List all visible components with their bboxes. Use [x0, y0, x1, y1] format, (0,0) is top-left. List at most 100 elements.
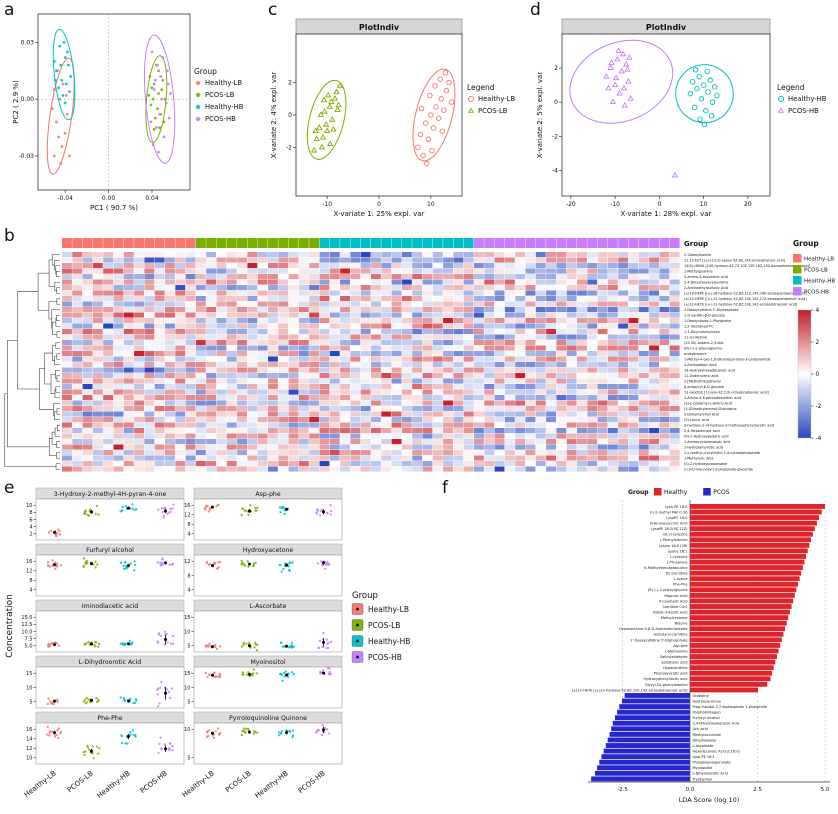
- svg-text:PCOS-HB: PCOS-HB: [139, 769, 169, 795]
- svg-text:L-Threonine: L-Threonine: [667, 560, 687, 564]
- svg-text:2-Hydroxymyristic acid: 2-Hydroxymyristic acid: [684, 446, 723, 450]
- svg-text:2.5: 2.5: [753, 787, 762, 793]
- svg-text:Prop-Inositol-3,7-diphosphate: Prop-Inositol-3,7-diphosphate 1-phosphat…: [693, 705, 768, 709]
- svg-text:PCOS-HB: PCOS-HB: [368, 653, 402, 662]
- svg-text:PC2 ( 2.9 %): PC2 ( 2.9 %): [12, 80, 20, 124]
- svg-text:Healthy-LB: Healthy-LB: [205, 79, 242, 87]
- svg-text:12: 12: [26, 569, 32, 575]
- svg-text:0: 0: [816, 372, 820, 378]
- svg-text:2-Deoxycytidine 5'-Diphosphate: 2-Deoxycytidine 5'-Diphosphate: [684, 308, 738, 312]
- svg-text:L-Dihydroorotic Acid: L-Dihydroorotic Acid: [693, 772, 728, 776]
- svg-text:L-Phenylalanine: L-Phenylalanine: [660, 538, 688, 542]
- svg-text:2-Aminoethylsulfonic Acid: 2-Aminoethylsulfonic Acid: [684, 286, 728, 290]
- series-Healthy-HB: [52, 40, 72, 105]
- panel-c-plotindiv-lb: PlotIndiv -10 0 10 -2 0 2 X-variate 1: 25% expl…: [270, 18, 515, 218]
- svg-text:0.04: 0.04: [145, 195, 159, 202]
- svg-text:4: 4: [816, 308, 820, 314]
- svg-text:5.0: 5.0: [25, 644, 33, 650]
- svg-text:(±)12-HETE [(±)-12-hydroxy-5Z,: (±)12-HETE [(±)-12-hydroxy-5Z,8Z,10E,14Z…: [684, 303, 798, 307]
- svg-text:8: 8: [187, 573, 190, 579]
- svg-text:2-(α-D-mannosyl)-3-phosphate g: 2-(α-D-mannosyl)-3-phosphate glyceride: [684, 468, 753, 472]
- svg-text:Lysine 18:1: Lysine 18:1: [668, 549, 688, 553]
- svg-text:-0.03: -0.03: [18, 153, 34, 160]
- svg-text:PCOS-HB: PCOS-HB: [297, 769, 327, 795]
- svg-text:Myoinositol: Myoinositol: [693, 766, 713, 770]
- svg-text:5: 5: [29, 700, 32, 706]
- svg-text:Sorbitunic acid: Sorbitunic acid: [661, 661, 687, 665]
- svg-text:Hydroxyacetone: Hydroxyacetone: [693, 699, 722, 703]
- svg-text:Hypoxanthine: Hypoxanthine: [663, 666, 687, 670]
- svg-text:0: 0: [377, 201, 381, 208]
- panel-b-heatmap: Group 2'-Deoxyinosine 11,12-EET [(±)11(12)…: [4, 238, 835, 472]
- svg-text:10: 10: [427, 201, 435, 208]
- svg-text:-2: -2: [552, 133, 558, 140]
- svg-text:10: 10: [26, 503, 32, 509]
- svg-text:-4: -4: [552, 167, 558, 174]
- svg-text:Phe-Phe: Phe-Phe: [97, 715, 122, 722]
- svg-text:Methylcysteine: Methylcysteine: [661, 616, 688, 620]
- svg-text:Phosphoenolpyruvate: Phosphoenolpyruvate: [693, 761, 731, 765]
- svg-text:10: 10: [700, 201, 708, 208]
- svg-text:0: 0: [554, 99, 558, 106]
- svg-text:Hydroxyacetone: Hydroxyacetone: [243, 547, 294, 554]
- svg-text:X-variate 2: 4% expl. var: X-variate 2: 4% expl. var: [270, 72, 278, 159]
- svg-text:L-Lysine: L-Lysine: [673, 577, 687, 581]
- svg-text:Group: Group: [194, 67, 217, 76]
- svg-text:8: 8: [29, 578, 32, 584]
- svg-text:Lyso-PE 18:0: Lyso-PE 18:0: [665, 505, 687, 509]
- svg-text:-4: -4: [816, 436, 822, 442]
- svg-text:Healthy-HB: Healthy-HB: [804, 279, 835, 285]
- svg-text:1,3-Dicyclohexylurea: 1,3-Dicyclohexylurea: [684, 330, 720, 334]
- svg-text:PCOS-LB: PCOS-LB: [368, 621, 400, 630]
- svg-text:Group: Group: [793, 239, 819, 248]
- svg-text:15: 15: [26, 671, 32, 677]
- svg-text:8: 8: [29, 510, 32, 516]
- panel-c-letter: c: [268, 0, 278, 20]
- svg-text:2-[Methylthio]ethanol: 2-[Methylthio]ethanol: [684, 380, 721, 384]
- svg-text:-10: -10: [610, 201, 620, 208]
- svg-text:16-Hydroxyhexadecanoic acid: 16-Hydroxyhexadecanoic acid: [684, 369, 735, 373]
- svg-text:3,4-Dihydroxybenzoic Acid: 3,4-Dihydroxybenzoic Acid: [693, 722, 740, 726]
- svg-text:Orotidine: Orotidine: [693, 694, 709, 698]
- svg-text:Legend: Legend: [777, 83, 805, 92]
- svg-text:2-c-methyl-d-erythritol 2,4-cy: 2-c-methyl-d-erythritol 2,4-cyclodiphosp…: [684, 451, 760, 455]
- svg-text:4: 4: [29, 588, 32, 594]
- svg-text:10: 10: [184, 629, 190, 635]
- svg-text:(±)18-HEPE [(±)-18-hydroxy-5Z,: (±)18-HEPE [(±)-18-hydroxy-5Z,8Z,11Z,14Z…: [684, 292, 807, 296]
- svg-text:14: 14: [26, 737, 32, 743]
- svg-text:2,4-Dihydroxyacylpyridine: 2,4-Dihydroxyacylpyridine: [684, 281, 729, 285]
- svg-text:4: 4: [187, 588, 190, 594]
- svg-text:Healthy-LB: Healthy-LB: [23, 769, 58, 799]
- svg-text:X-variate 1: 25% expl. var: X-variate 1: 25% expl. var: [334, 210, 425, 218]
- svg-text:Healthy-HB: Healthy-HB: [254, 769, 290, 800]
- svg-text:3-hydroxy-2-(4-hydroxy-3-metho: 3-hydroxy-2-(4-hydroxy-3-methoxyphenyl)a…: [684, 424, 774, 428]
- svg-text:Myoinositol: Myoinositol: [250, 659, 285, 666]
- svg-text:Healthy-HB: Healthy-HB: [96, 769, 132, 800]
- svg-text:15: 15: [184, 615, 190, 621]
- svg-text:16: 16: [26, 559, 32, 565]
- svg-text:14(S)-HDHA [14S-hydroxy-4Z,7Z,: 14(S)-HDHA [14S-hydroxy-4Z,7Z,10Z,12E,16…: [684, 264, 811, 268]
- svg-text:PCOS-LB: PCOS-LB: [66, 769, 95, 794]
- panel-b-letter: b: [4, 226, 15, 246]
- svg-text:Hydroxyphenyllactic acid: Hydroxyphenyllactic acid: [643, 677, 687, 681]
- panel-f-letter: f: [442, 478, 448, 498]
- svg-text:PCOS-HB: PCOS-HB: [205, 115, 236, 123]
- svg-text:(S)-L-Glutamyl-L-Amino Acid: (S)-L-Glutamyl-L-Amino Acid: [684, 402, 732, 406]
- svg-text:16: 16: [26, 727, 32, 733]
- svg-text:Dihydrolipate: Dihydrolipate: [693, 738, 717, 742]
- svg-text:Iminodiacetic acid: Iminodiacetic acid: [82, 603, 138, 610]
- svg-text:3-amino-4-oxovaleric acid: 3-amino-4-oxovaleric acid: [684, 275, 728, 279]
- svg-text:10: 10: [184, 685, 190, 691]
- svg-text:Group: Group: [684, 240, 708, 248]
- svg-text:Healthy-HB: Healthy-HB: [788, 95, 827, 103]
- svg-text:5: 5: [187, 644, 190, 650]
- svg-text:(S)-2-Hydroxypropanoate: (S)-2-Hydroxypropanoate: [684, 462, 727, 466]
- svg-text:β-antipyryl-β-D-glucose: β-antipyryl-β-D-glucose: [684, 385, 724, 389]
- svg-text:Group: Group: [352, 591, 378, 601]
- svg-text:Asp-phe: Asp-phe: [255, 491, 280, 498]
- panel-e-concentration-strips: 3-Hydroxy-2-methyl-4H-pyran-4-one108642A…: [5, 487, 410, 800]
- svg-text:2'-Deoxyinosine: 2'-Deoxyinosine: [684, 253, 711, 257]
- svg-text:PlotIndiv: PlotIndiv: [359, 23, 400, 32]
- svg-text:Pyrroloquinoline Quinone: Pyrroloquinoline Quinone: [229, 715, 307, 722]
